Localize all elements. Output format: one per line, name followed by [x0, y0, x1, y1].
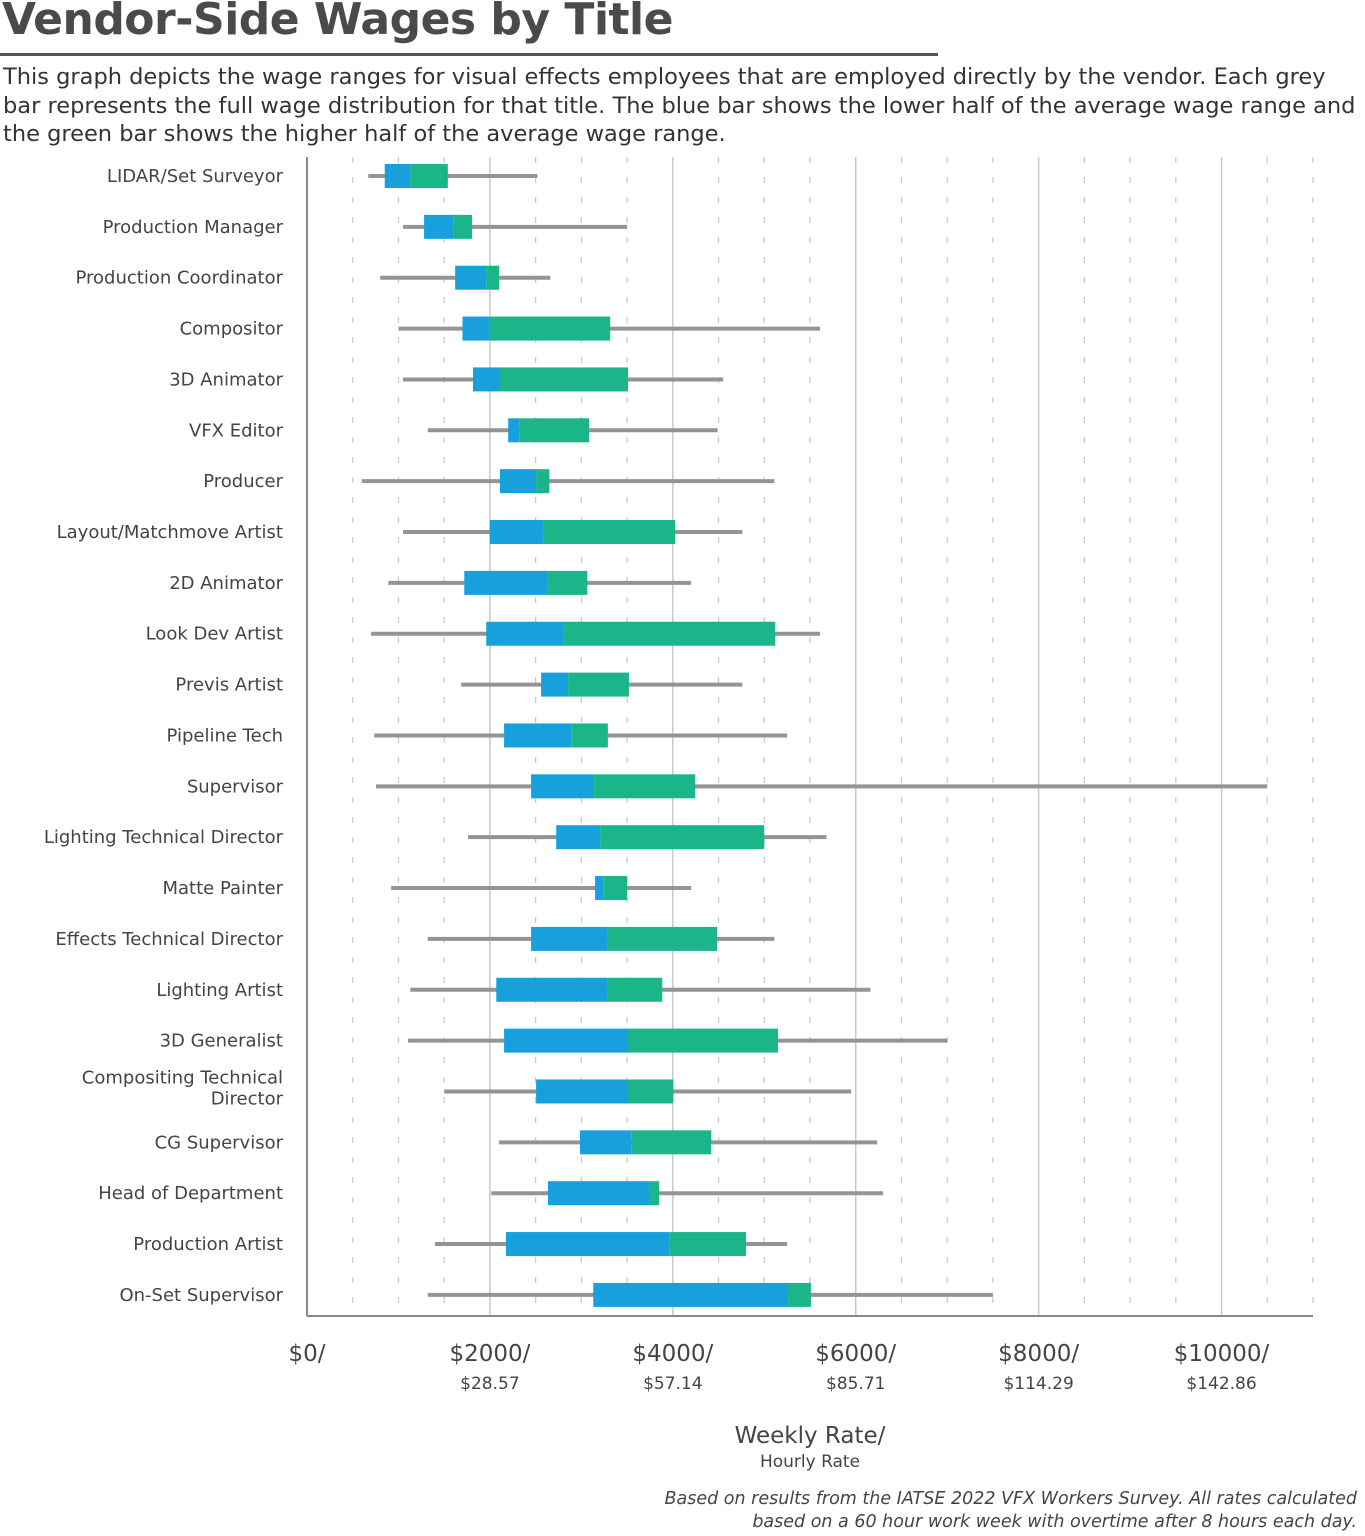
- category-label: On-Set Supervisor: [119, 1285, 283, 1306]
- upper-half-bar: [486, 265, 500, 290]
- upper-half-bar: [489, 316, 611, 341]
- footnote-line-2: based on a 60 hour work week with overti…: [752, 1512, 1357, 1532]
- x-tick-label: $8000/: [998, 1341, 1079, 1367]
- category-label: CG Supervisor: [155, 1132, 284, 1153]
- lower-half-bar: [504, 1028, 629, 1053]
- chart-subtitle: This graph depicts the wage ranges for v…: [3, 64, 1356, 147]
- x-tick-label: $2000/: [449, 1341, 530, 1367]
- category-label: Lighting Artist: [156, 980, 283, 1001]
- category-label: Production Artist: [133, 1234, 283, 1255]
- category-label: Compositing Technical: [82, 1067, 283, 1088]
- category-label: Compositor: [180, 319, 284, 340]
- lower-half-bar: [462, 316, 490, 341]
- category-label: VFX Editor: [189, 420, 284, 441]
- lower-half-bar: [499, 469, 537, 494]
- upper-half-bar: [571, 723, 608, 748]
- category-label: Production Coordinator: [75, 268, 283, 289]
- upper-half-bar: [568, 672, 629, 697]
- upper-half-bar: [607, 926, 718, 951]
- upper-half-bar: [669, 1232, 746, 1257]
- category-label: 2D Animator: [169, 573, 283, 594]
- upper-half-bar: [543, 520, 676, 545]
- upper-half-bar: [499, 367, 629, 392]
- lower-half-bar: [579, 1130, 632, 1155]
- footnote: Based on results from the IATSE 2022 VFX…: [557, 1488, 1358, 1534]
- x-tick-label: $10000/: [1174, 1341, 1270, 1367]
- category-label: 3D Generalist: [160, 1031, 283, 1052]
- upper-half-bar: [607, 977, 663, 1002]
- x-tick-sublabel: $28.57: [460, 1374, 519, 1394]
- upper-half-bar: [631, 1130, 712, 1155]
- x-tick-label: $6000/: [815, 1341, 896, 1367]
- x-axis-subtitle: Hourly Rate: [760, 1452, 860, 1472]
- lower-half-bar: [593, 1282, 789, 1307]
- lower-half-bar: [556, 825, 601, 850]
- chart-title: Vendor-Side Wages by Title: [2, 0, 673, 45]
- lower-half-bar: [536, 1079, 629, 1104]
- upper-half-bar: [547, 570, 588, 595]
- category-label: Supervisor: [187, 776, 284, 797]
- lower-half-bar: [505, 1232, 670, 1257]
- lower-half-bar: [508, 418, 520, 443]
- x-tick-sublabel: $57.14: [643, 1374, 702, 1394]
- x-tick-sublabel: $142.86: [1186, 1374, 1256, 1394]
- category-label: Production Manager: [103, 217, 284, 238]
- upper-half-bar: [628, 1028, 778, 1053]
- lower-half-bar: [472, 367, 500, 392]
- upper-half-bar: [594, 774, 696, 799]
- category-label: Layout/Matchmove Artist: [57, 522, 283, 543]
- lower-half-bar: [384, 164, 411, 188]
- lower-half-bar: [595, 876, 604, 901]
- lower-half-bar: [464, 570, 548, 595]
- category-label: Previs Artist: [175, 675, 283, 696]
- lower-half-bar: [504, 723, 572, 748]
- x-tick-label: $0/: [288, 1341, 325, 1367]
- x-axis-title: Weekly Rate/: [735, 1423, 886, 1449]
- upper-half-bar: [649, 1181, 660, 1206]
- category-label: Director: [211, 1088, 284, 1109]
- lower-half-bar: [547, 1181, 650, 1206]
- upper-half-bar: [788, 1282, 811, 1307]
- x-tick-sublabel: $114.29: [1003, 1374, 1073, 1394]
- upper-half-bar: [563, 621, 776, 646]
- category-label: Head of Department: [98, 1183, 283, 1204]
- category-label: Lighting Technical Director: [44, 827, 284, 848]
- lower-half-bar: [486, 621, 564, 646]
- lower-half-bar: [455, 265, 487, 290]
- lower-half-bar: [531, 774, 595, 799]
- category-label: Producer: [203, 471, 283, 492]
- upper-half-bar: [603, 876, 628, 901]
- lower-half-bar: [496, 977, 608, 1002]
- lower-half-bar: [424, 214, 454, 239]
- upper-half-bar: [536, 469, 550, 494]
- upper-half-bar: [410, 164, 448, 188]
- upper-half-bar: [628, 1079, 674, 1104]
- title-rule: [0, 53, 938, 56]
- category-label: Matte Painter: [163, 878, 284, 899]
- upper-half-bar: [600, 825, 765, 850]
- upper-half-bar: [453, 214, 473, 239]
- category-label: Pipeline Tech: [167, 725, 283, 746]
- footnote-line-1: Based on results from the IATSE 2022 VFX…: [664, 1489, 1358, 1509]
- lower-half-bar: [531, 926, 608, 951]
- x-tick-sublabel: $85.71: [826, 1374, 885, 1394]
- lower-half-bar: [489, 520, 544, 545]
- upper-half-bar: [519, 418, 590, 443]
- lower-half-bar: [541, 672, 569, 697]
- category-label: Look Dev Artist: [146, 624, 283, 645]
- category-label: LIDAR/Set Surveyor: [107, 166, 284, 187]
- x-tick-label: $4000/: [632, 1341, 713, 1367]
- category-label: 3D Animator: [169, 369, 283, 390]
- category-label: Effects Technical Director: [55, 929, 283, 950]
